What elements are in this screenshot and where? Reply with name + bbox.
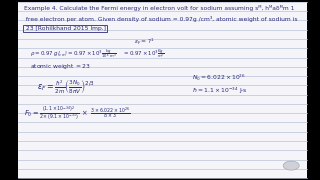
Text: Example 4. Calculate the Fermi energy in electron volt for sodium assuming sᴹ, h: Example 4. Calculate the Fermi energy in… bbox=[24, 5, 294, 11]
Circle shape bbox=[283, 161, 299, 170]
Text: atomic weight $= 23$: atomic weight $= 23$ bbox=[30, 62, 92, 71]
Text: $F_0 = \frac{(1.1\times10^{-34})^2}{2\times(9.1\times10^{-31})}\ \times\ \frac{3: $F_0 = \frac{(1.1\times10^{-34})^2}{2\ti… bbox=[24, 105, 131, 123]
Text: $\varepsilon_F = ?^1$: $\varepsilon_F = ?^1$ bbox=[134, 37, 155, 47]
Text: 23 [Rohilkhand 2015 Imp.]: 23 [Rohilkhand 2015 Imp.] bbox=[24, 26, 106, 31]
Text: $\rho = 0.97\ g/_{cm^3} = 0.97\times10^3\frac{kg}{10^6\ m^3}\ \ \ \ = 0.97\times: $\rho = 0.97\ g/_{cm^3} = 0.97\times10^3… bbox=[30, 48, 165, 61]
Text: $N_0 = 6.022\times10^{26}$: $N_0 = 6.022\times10^{26}$ bbox=[192, 73, 246, 83]
Text: $\hbar = 1.1\times10^{-34}$ J-s: $\hbar = 1.1\times10^{-34}$ J-s bbox=[192, 86, 248, 96]
Text: $\varepsilon_F = \frac{\hbar^2}{2m}\left(\frac{3N_0}{8\pi V}\right)^{2/3}$: $\varepsilon_F = \frac{\hbar^2}{2m}\left… bbox=[37, 78, 95, 96]
Text: free electron per atom. Given density of sodium = 0.97g /cm³, atomic weight of s: free electron per atom. Given density of… bbox=[24, 16, 298, 22]
